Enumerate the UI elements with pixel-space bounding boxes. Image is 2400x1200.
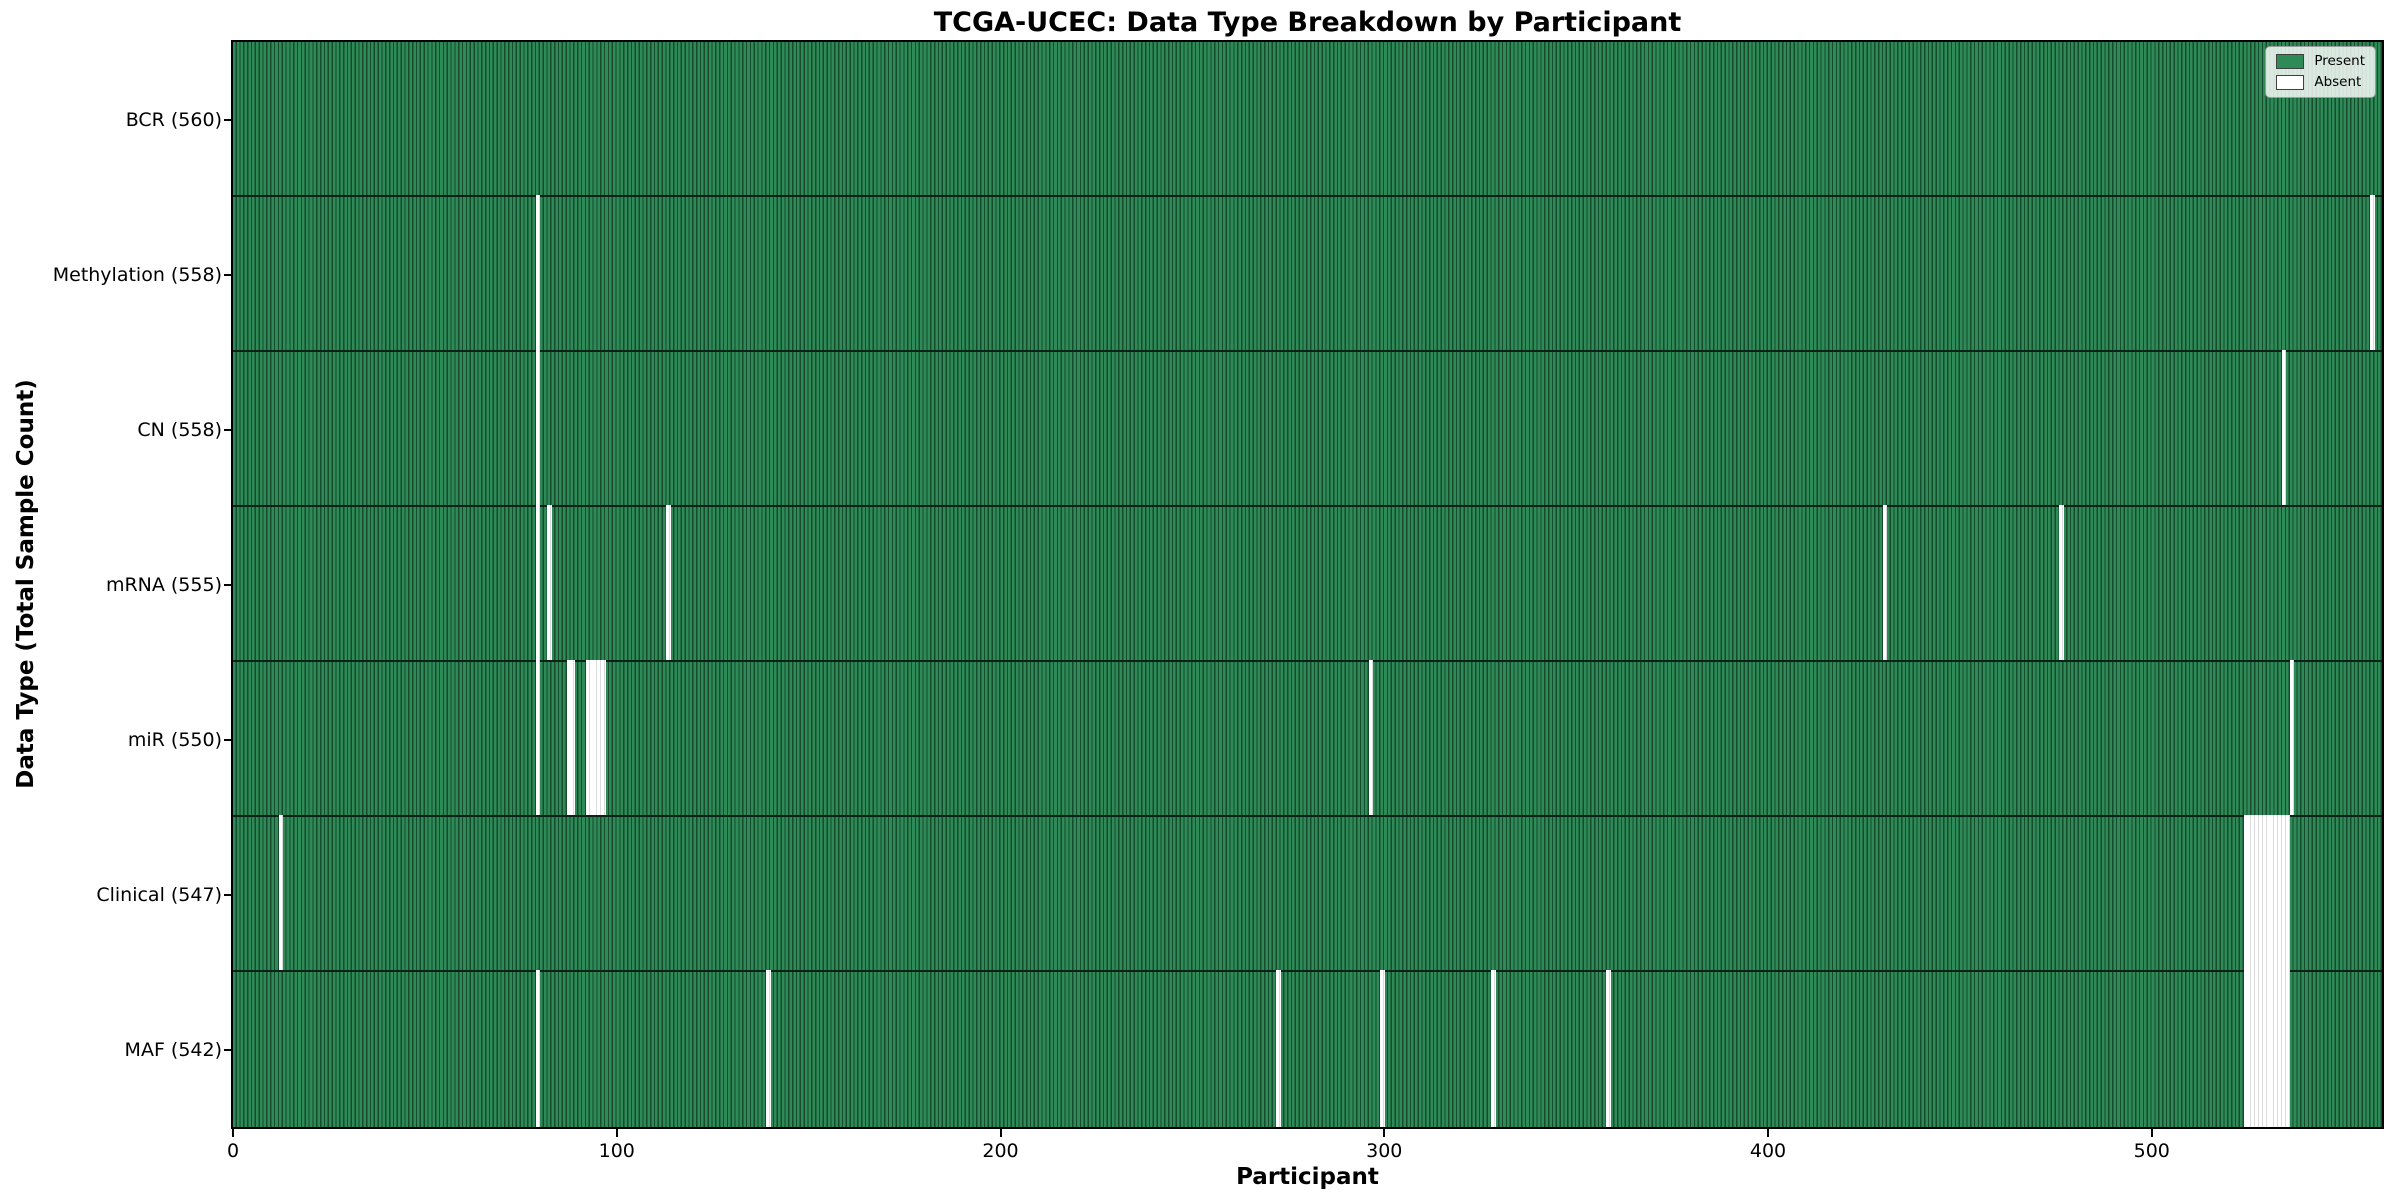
absent-gap [2274,970,2279,1127]
legend: Present Absent [2265,46,2376,98]
absent-gap [547,505,552,662]
x-tick-label: 300 [1366,1140,1403,1162]
y-tick-mark [224,428,233,431]
row-maf [233,970,2382,1127]
row-methylation [233,195,2382,352]
legend-present-swatch [2276,54,2305,69]
absent-gap [1380,970,1385,1127]
absent-gap [2278,970,2283,1127]
absent-gap [589,660,595,817]
absent-gap [585,660,591,817]
y-tick-mark [224,738,233,741]
absent-gap [2247,970,2252,1127]
y-tick-mark [224,273,233,276]
absent-gap [2059,505,2064,662]
absent-gap [535,350,541,507]
absent-gap [2251,815,2256,972]
absent-gap [535,660,541,817]
absent-gap [2285,815,2291,972]
absent-gap [2258,970,2264,1127]
plot-area: Present Absent [231,40,2384,1129]
absent-gap [535,970,541,1127]
x-tick-label: 500 [2133,1140,2170,1162]
row-clinical [233,815,2382,972]
absent-gap [2281,815,2287,972]
y-tick-label: BCR (560) [125,108,222,131]
absent-gap [2243,970,2249,1127]
absent-gap [601,660,606,817]
y-tick-label: Methylation (558) [52,263,222,286]
absent-gap [2270,970,2275,1127]
absent-gap [2247,815,2252,972]
absent-gap [2289,660,2295,817]
x-tick-mark [999,1129,1002,1137]
absent-gap [1368,660,1374,817]
absent-gap [2285,970,2291,1127]
chart-title: TCGA-UCEC: Data Type Breakdown by Partic… [933,7,1682,38]
x-tick-mark [1767,1129,1769,1137]
absent-gap [2262,815,2268,972]
legend-present-label: Present [2314,53,2365,69]
absent-gap [2266,970,2272,1127]
absent-gap [2370,195,2375,352]
row-mrna [233,505,2382,662]
x-tick-label: 0 [226,1140,240,1162]
x-tick-label: 400 [1749,1140,1787,1162]
y-tick-mark [224,1048,233,1051]
absent-gap [2243,815,2249,972]
legend-entry-present: Present [2276,54,2365,69]
y-tick-mark [224,583,233,586]
x-tick-label: 200 [982,1140,1019,1162]
legend-absent-label: Absent [2314,74,2362,90]
y-tick-label: MAF (542) [124,1038,222,1061]
absent-gap [2274,815,2279,972]
x-tick-mark [2150,1129,2153,1137]
y-tick-label: Clinical (547) [96,883,222,906]
y-tick-label: CN (558) [137,418,222,441]
row-cn [233,350,2382,507]
absent-gap [2270,815,2275,972]
absent-gap [566,660,572,817]
legend-absent-swatch [2276,75,2305,90]
absent-gap [1276,970,1281,1127]
legend-entry-absent: Absent [2276,75,2365,90]
y-tick-mark [224,118,233,121]
absent-gap [1882,505,1888,662]
y-tick-label: miR (550) [127,728,222,751]
x-axis-label: Participant [1236,1164,1379,1190]
x-tick-mark [232,1129,234,1137]
absent-gap [593,660,598,817]
absent-gap [1491,970,1496,1127]
x-tick-mark [1383,1129,1386,1137]
absent-gap [2255,970,2260,1127]
absent-gap [535,505,541,662]
absent-gap [2258,815,2264,972]
absent-gap [570,660,575,817]
x-tick-mark [615,1129,618,1137]
row-mir [233,660,2382,817]
absent-gap [535,195,541,352]
absent-gap [2262,970,2268,1127]
x-tick-label: 100 [598,1140,635,1162]
absent-gap [2251,970,2256,1127]
absent-gap [597,660,602,817]
y-tick-label: mRNA (555) [105,573,222,596]
absent-gap [666,505,671,662]
absent-gap [2255,815,2260,972]
absent-gap [766,970,771,1127]
y-tick-mark [224,893,233,896]
absent-gap [2281,350,2287,507]
absent-gap [2281,970,2287,1127]
absent-gap [2266,815,2272,972]
absent-gap [2278,815,2283,972]
absent-gap [1606,970,1611,1127]
row-bcr [233,42,2382,197]
absent-gap [278,815,284,972]
